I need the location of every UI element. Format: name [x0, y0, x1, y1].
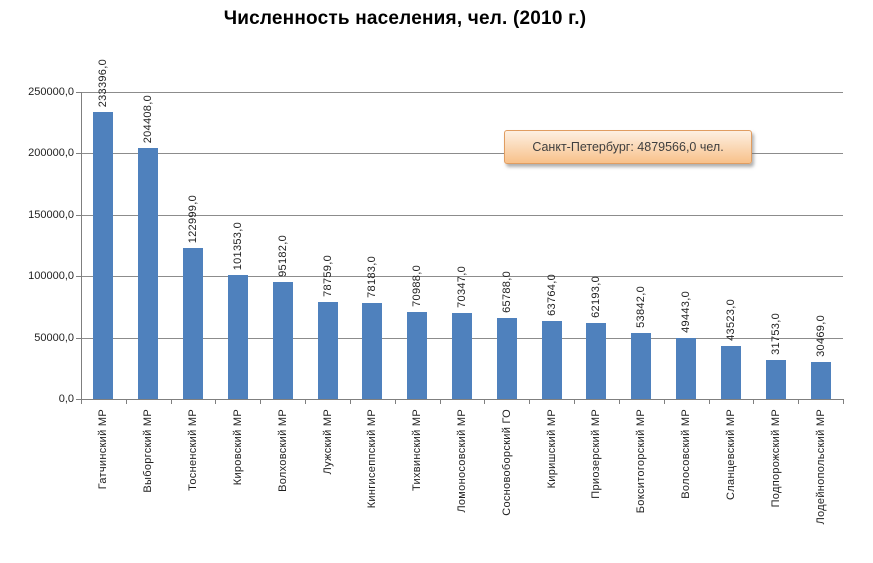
category-label: Выборгский МР	[142, 409, 154, 493]
x-tick	[440, 400, 441, 404]
y-axis-label: 50000,0	[34, 332, 74, 344]
bar	[542, 321, 562, 399]
y-axis-line	[81, 92, 82, 399]
x-axis-line	[81, 399, 844, 400]
bar-value-label: 31753,0	[770, 313, 782, 355]
bar	[318, 302, 338, 399]
y-axis-label: 100000,0	[28, 270, 74, 282]
bar	[586, 323, 606, 399]
category-label: Кировский МР	[232, 409, 244, 486]
x-tick	[350, 400, 351, 404]
x-tick	[171, 400, 172, 404]
category-label: Волосовский МР	[680, 409, 692, 499]
bar-value-label: 204408,0	[142, 94, 154, 143]
bar-value-label: 30469,0	[815, 315, 827, 357]
category-label: Подпорожский МР	[770, 409, 782, 508]
bar	[273, 282, 293, 399]
category-label: Лодейнопольский МР	[815, 409, 827, 525]
y-tick	[76, 92, 81, 93]
bar	[766, 360, 786, 399]
callout-box: Санкт-Петербург: 4879566,0 чел.	[504, 130, 752, 164]
x-tick	[529, 400, 530, 404]
gridline	[81, 215, 843, 216]
gridline	[81, 92, 843, 93]
bar-value-label: 78759,0	[322, 255, 334, 297]
y-axis-label: 200000,0	[28, 147, 74, 159]
bar	[497, 318, 517, 399]
category-label: Сосновоборский ГО	[501, 409, 513, 516]
bar-value-label: 63764,0	[546, 274, 558, 316]
y-axis-label: 250000,0	[28, 86, 74, 98]
x-tick	[753, 400, 754, 404]
bar	[138, 148, 158, 399]
x-tick	[126, 400, 127, 404]
bar-value-label: 70988,0	[411, 265, 423, 307]
x-tick	[619, 400, 620, 404]
bar-value-label: 78183,0	[366, 256, 378, 298]
bar	[183, 248, 203, 399]
x-tick	[484, 400, 485, 404]
category-label: Гатчинский МР	[97, 409, 109, 490]
bar-value-label: 53842,0	[635, 286, 647, 328]
chart-title: Численность населения, чел. (2010 г.)	[223, 8, 587, 29]
bar-value-label: 233396,0	[97, 58, 109, 107]
category-label: Сланцевский МР	[725, 409, 737, 500]
bar-value-label: 101353,0	[232, 221, 244, 270]
x-tick	[709, 400, 710, 404]
y-tick	[76, 338, 81, 339]
category-label: Бокситогорский МР	[635, 409, 647, 514]
bar-value-label: 70347,0	[456, 266, 468, 308]
gridline	[81, 276, 843, 277]
bar	[93, 112, 113, 399]
category-label: Тосненский МР	[187, 409, 199, 491]
bar	[721, 346, 741, 399]
bar-value-label: 49443,0	[680, 291, 692, 333]
x-tick	[305, 400, 306, 404]
bar-value-label: 122999,0	[187, 194, 199, 243]
bar	[228, 275, 248, 399]
y-tick	[76, 276, 81, 277]
bar	[676, 338, 696, 399]
category-label: Киришский МР	[546, 409, 558, 489]
bar-value-label: 43523,0	[725, 299, 737, 341]
bar	[452, 313, 472, 399]
x-tick	[574, 400, 575, 404]
bar-value-label: 62193,0	[590, 276, 602, 318]
bar	[631, 333, 651, 399]
y-tick	[76, 153, 81, 154]
bar-value-label: 95182,0	[277, 235, 289, 277]
x-tick	[81, 400, 82, 404]
y-tick	[76, 399, 81, 400]
category-label: Лужский МР	[322, 409, 334, 475]
y-axis-label: 150000,0	[28, 209, 74, 221]
y-axis-label: 0,0	[58, 393, 74, 405]
x-tick	[843, 400, 844, 404]
x-tick	[215, 400, 216, 404]
category-label: Ломоносовский МР	[456, 409, 468, 513]
callout-text: Санкт-Петербург: 4879566,0 чел.	[532, 140, 724, 154]
bar	[362, 303, 382, 399]
y-tick	[76, 215, 81, 216]
category-label: Кингисеппский МР	[366, 409, 378, 509]
gridline	[81, 153, 843, 154]
x-tick	[260, 400, 261, 404]
category-label: Волховский МР	[277, 409, 289, 492]
category-label: Приозерский МР	[590, 409, 602, 499]
bar	[407, 312, 427, 399]
category-label: Тихвинский МР	[411, 409, 423, 492]
x-tick	[664, 400, 665, 404]
x-tick	[395, 400, 396, 404]
bar	[811, 362, 831, 399]
bar-value-label: 65788,0	[501, 271, 513, 313]
x-tick	[798, 400, 799, 404]
